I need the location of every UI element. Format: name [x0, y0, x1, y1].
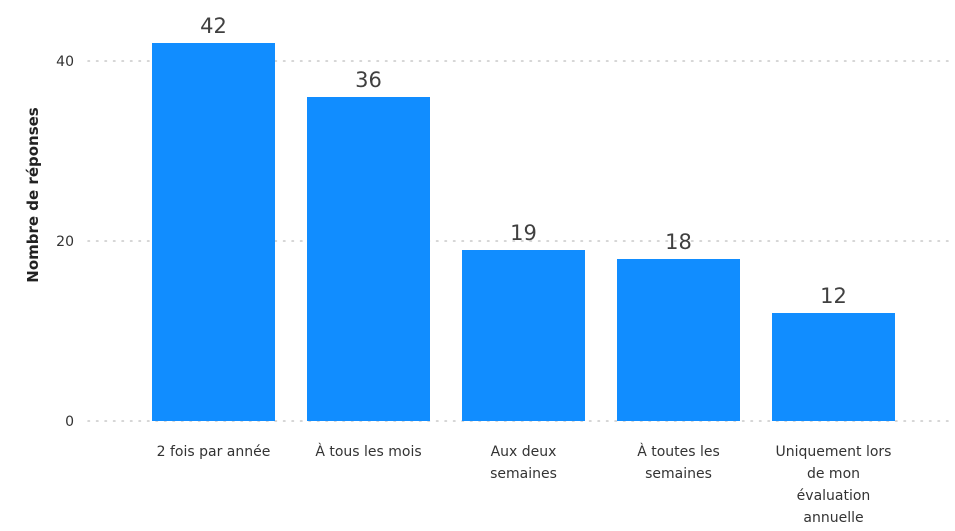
bar: [307, 97, 430, 421]
bars: [152, 43, 895, 421]
bar: [152, 43, 275, 421]
y-axis-title: Nombre de réponses: [24, 107, 42, 283]
data-label: 36: [355, 68, 382, 92]
x-tick-label: À tous les mois: [315, 443, 421, 460]
y-tick-label: 20: [56, 234, 74, 250]
y-tick-label: 0: [65, 414, 74, 430]
y-axis-ticks: 0 20 40: [56, 54, 74, 430]
y-tick-label: 40: [56, 54, 74, 70]
data-labels: 42 36 19 18 12: [200, 14, 847, 308]
data-label: 42: [200, 14, 227, 38]
x-tick-label: Uniquement lors de mon évaluation annuelle: [776, 444, 892, 526]
data-label: 18: [665, 230, 692, 254]
x-tick-label: 2 fois par année: [157, 444, 271, 460]
bar: [462, 250, 585, 421]
bar: [772, 313, 895, 421]
data-label: 12: [820, 284, 847, 308]
x-tick-label: À toutes les semaines: [637, 443, 720, 482]
x-axis-categories: 2 fois par année À tous les mois Aux deux s…: [157, 443, 892, 526]
x-tick-label: Aux deux semaines: [490, 444, 557, 482]
bar: [617, 259, 740, 421]
data-label: 19: [510, 221, 537, 245]
